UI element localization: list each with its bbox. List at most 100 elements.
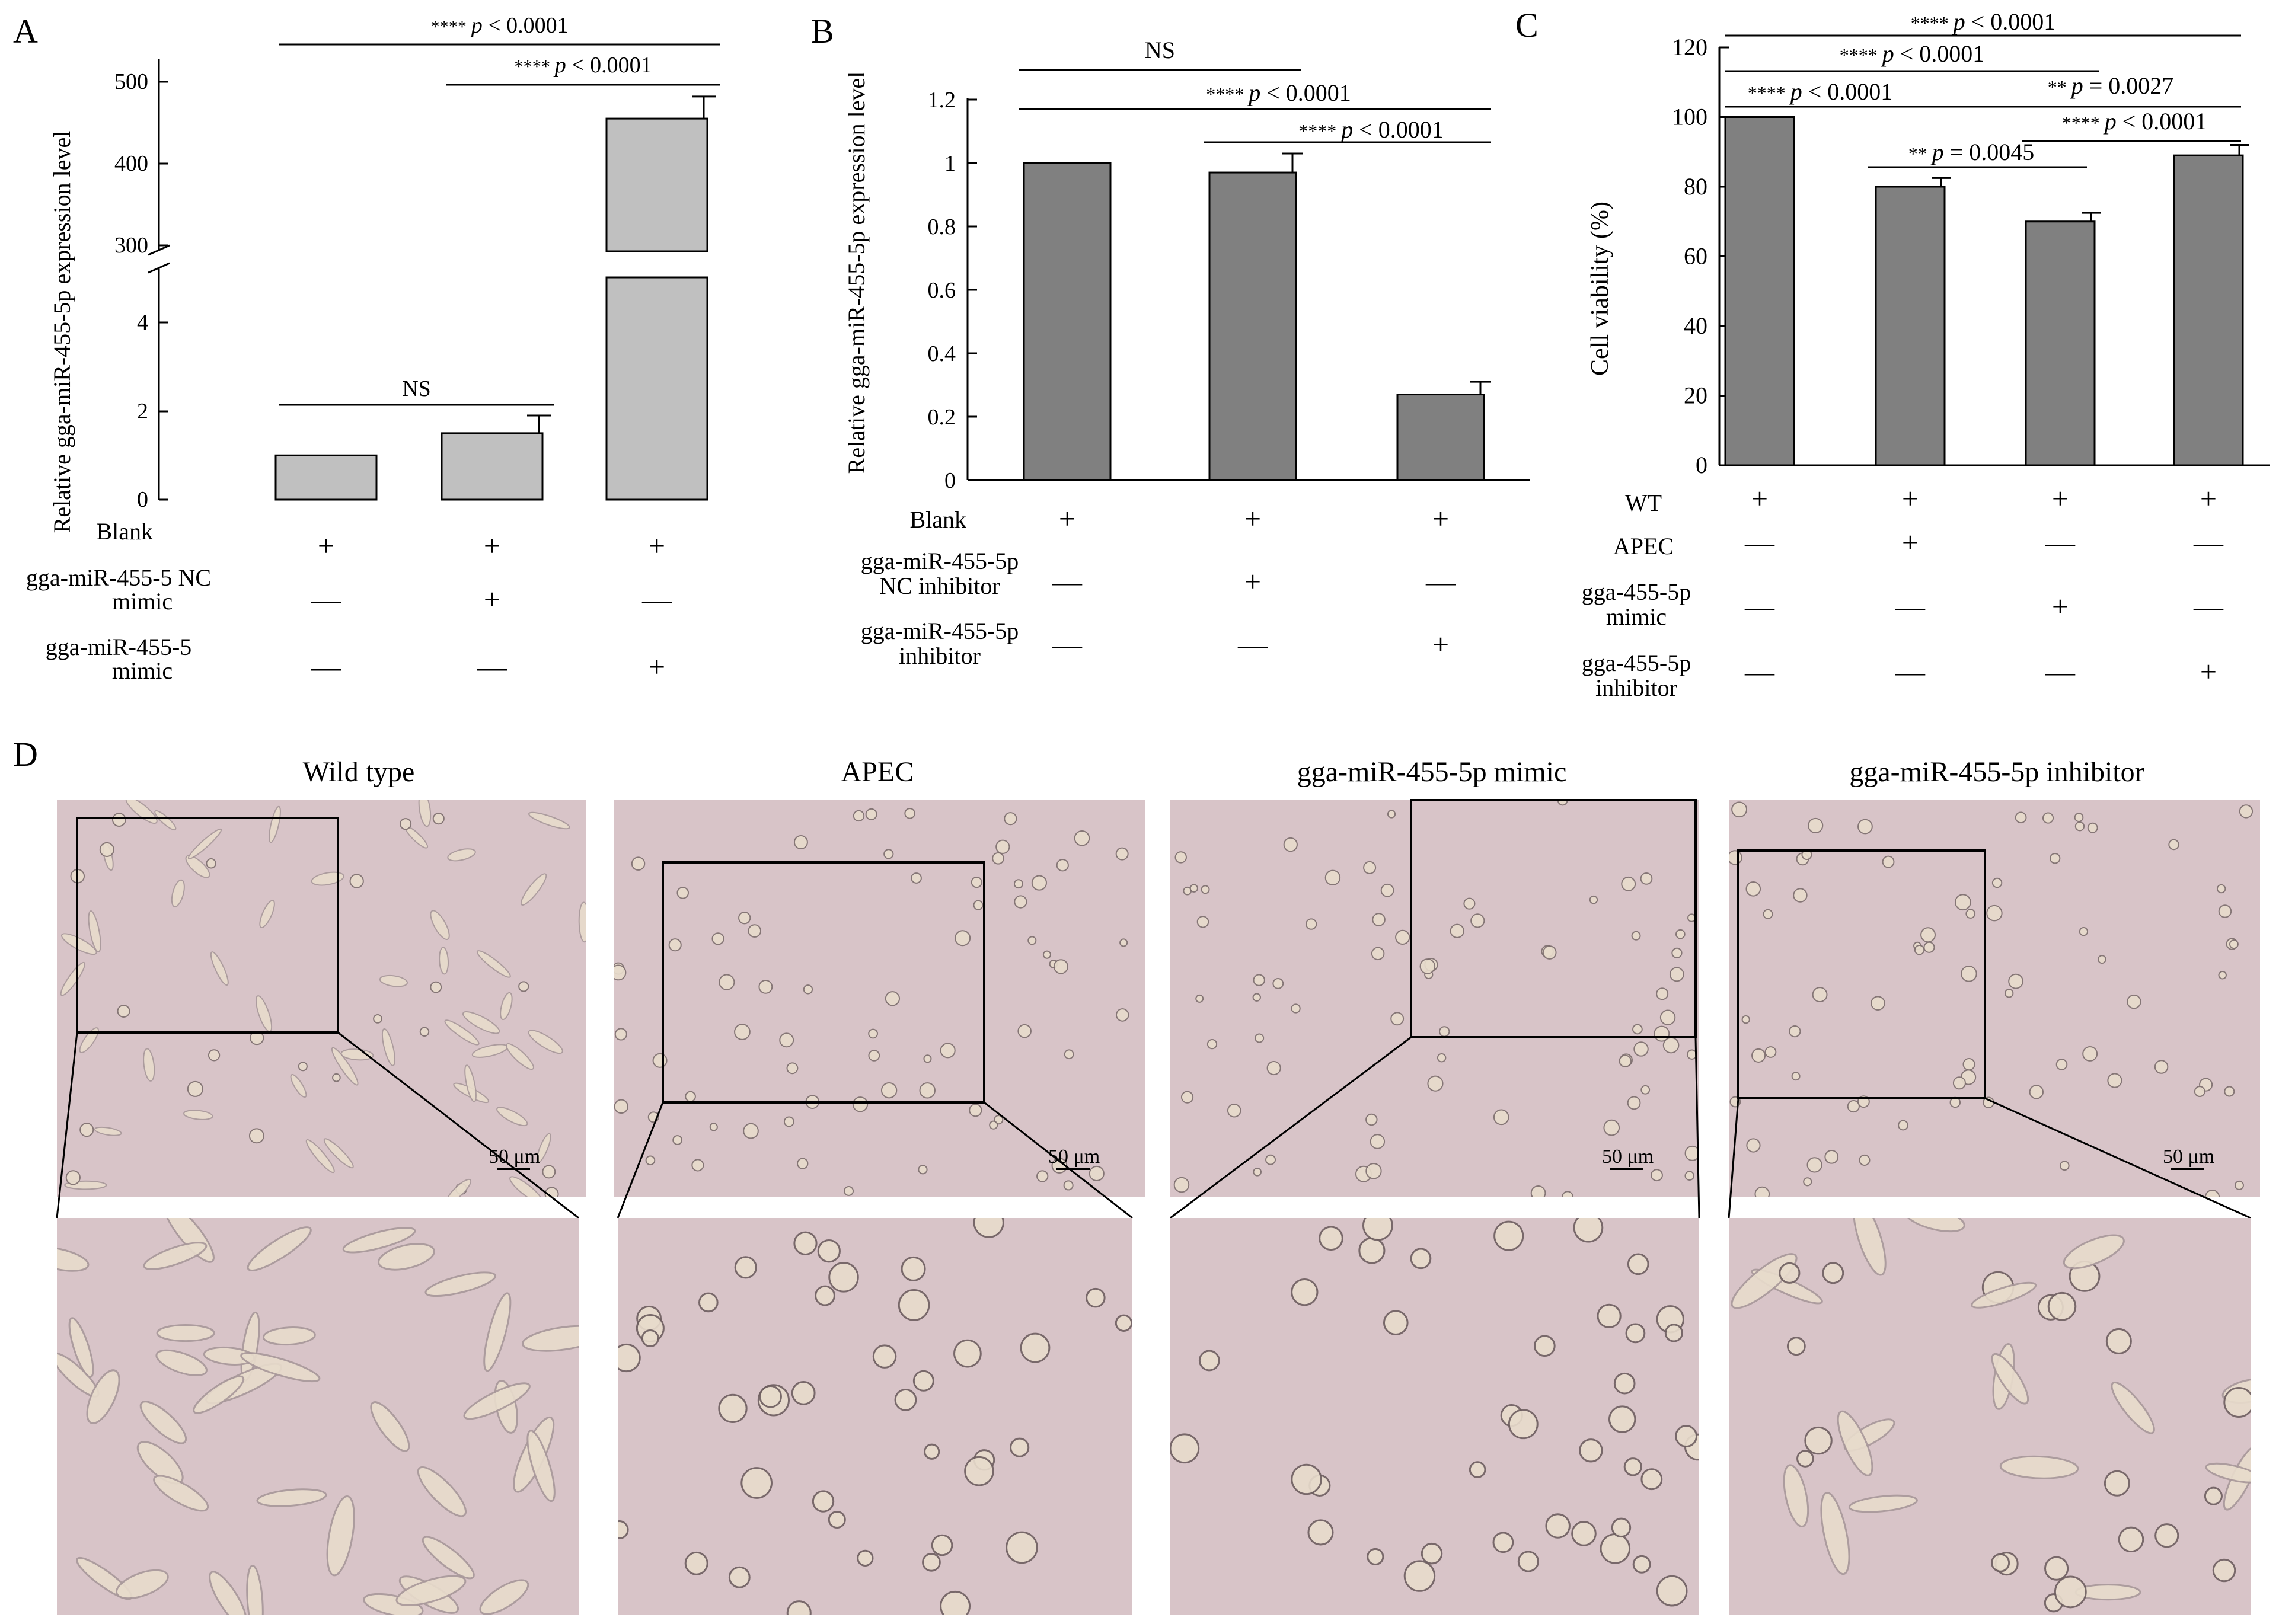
cell-shape: [1395, 929, 1410, 945]
cell-shape: [1056, 859, 1069, 872]
chart-a-bar: [274, 454, 378, 501]
cell-shape: [901, 1256, 926, 1281]
cell-shape: [240, 1352, 321, 1383]
cell-shape: [973, 900, 984, 910]
cell-shape: [464, 1064, 477, 1102]
cell-shape: [143, 1048, 155, 1082]
cell-shape: [446, 1178, 472, 1197]
cell-shape: [1600, 1533, 1631, 1564]
chart-b-row-label: inhibitor: [899, 642, 981, 669]
cell-shape: [298, 1062, 308, 1072]
cell-shape: [1848, 1494, 1918, 1513]
cell-shape: [2218, 971, 2227, 980]
chart-b-treatment-mark: —: [1425, 565, 1456, 598]
chart-a-treatment-mark: +: [318, 529, 334, 562]
panel-letter-c: C: [1515, 6, 1539, 44]
cell-shape: [2074, 813, 2084, 822]
cell-shape: [1597, 1303, 1622, 1328]
cell-shape: [1042, 950, 1052, 959]
cell-shape: [853, 810, 865, 822]
cell-shape: [447, 848, 476, 862]
cell-shape: [88, 910, 101, 952]
cell-shape: [1006, 1531, 1038, 1564]
cell-shape: [1783, 1464, 1809, 1528]
cell-shape: [1530, 1185, 1546, 1197]
chart-a-axis-break-2: [148, 262, 170, 274]
chart-a-ytick-label: 400: [114, 151, 148, 176]
cell-shape: [1731, 1253, 1798, 1309]
chart-c-treatment-mark: —: [2193, 590, 2224, 623]
cell-shape: [476, 950, 511, 978]
chart-c-treatment-mark: —: [1895, 590, 1926, 623]
micrograph-overview: [57, 800, 586, 1197]
cell-shape: [1991, 1553, 2010, 1572]
cell-shape: [872, 1344, 897, 1369]
cell-shape: [1027, 936, 1037, 945]
cell-shape: [1265, 1154, 1276, 1165]
cell-shape: [496, 1107, 528, 1127]
chart-c-comparison-label: **** p < 0.0001: [1911, 8, 2056, 35]
panel-letter-b: B: [811, 12, 834, 50]
cell-shape: [698, 1292, 719, 1313]
cell-shape: [156, 1324, 215, 1342]
chart-b-treatment-mark: —: [1052, 628, 1083, 661]
cell-shape: [797, 1158, 809, 1169]
chart-b-treatment-mark: +: [1432, 502, 1449, 535]
chart-a-row-label: mimic: [112, 588, 173, 615]
cell-shape: [1654, 1025, 1670, 1042]
cell-shape: [1763, 909, 1773, 919]
chart-c-comparison-label: **** p < 0.0001: [1840, 40, 1985, 67]
chart-b-comparison-label: **** p < 0.0001: [1206, 79, 1351, 106]
cell-shape: [743, 1123, 759, 1139]
cell-shape: [1746, 1138, 1761, 1153]
cell-shape: [1031, 875, 1047, 891]
cell-shape: [2055, 1059, 2068, 1070]
scale-bar-label: 50 μm: [489, 1146, 540, 1168]
cell-shape: [1991, 1353, 2029, 1405]
chart-a-treatment-mark: —: [311, 583, 341, 616]
cell-shape: [1796, 1450, 1814, 1468]
cell-shape: [418, 800, 432, 827]
chart-a-treatment-mark: —: [311, 650, 341, 683]
cell-shape: [1619, 1054, 1632, 1067]
cell-shape: [1633, 1041, 1649, 1057]
cell-shape: [1115, 1008, 1129, 1022]
cell-shape: [2205, 1462, 2251, 1484]
cell-shape: [1745, 881, 1761, 897]
cell-shape: [2154, 1523, 2179, 1548]
cell-shape: [2168, 839, 2179, 851]
cell-shape: [2216, 884, 2226, 894]
cell-shape: [1253, 974, 1265, 986]
cell-shape: [1952, 1076, 1966, 1090]
chart-c-row-label: gga-455-5p: [1582, 578, 1691, 605]
cell-shape: [2063, 1234, 2125, 1270]
cell-shape: [2223, 1387, 2251, 1418]
cell-shape: [111, 813, 126, 827]
chart-c-ytick-label: 40: [1684, 312, 1707, 339]
cell-shape: [2082, 1046, 2098, 1062]
chart-a-comparison-label: **** p < 0.0001: [514, 53, 652, 78]
cell-shape: [2224, 1086, 2235, 1097]
chart-c-row-label: WT: [1625, 490, 1662, 516]
cell-shape: [2111, 1381, 2155, 1434]
cell-shape: [1640, 1085, 1651, 1095]
cell-shape: [1365, 1163, 1382, 1179]
cell-shape: [672, 1135, 682, 1145]
micrograph-overview: [1170, 800, 1699, 1197]
cell-shape: [2107, 1073, 2122, 1088]
cell-shape: [1319, 1226, 1343, 1251]
cell-shape: [779, 1032, 794, 1048]
cell-shape: [828, 1510, 846, 1529]
cell-shape: [1687, 913, 1696, 922]
cell-shape: [1410, 1248, 1432, 1270]
cell-shape: [2105, 1328, 2132, 1354]
cell-shape: [578, 901, 586, 943]
cell-shape: [709, 1123, 718, 1131]
cell-shape: [1603, 1119, 1620, 1136]
chart-a-row-label: Blank: [96, 518, 153, 545]
chart-c-comparison-label: ** p = 0.0045: [1908, 139, 2035, 165]
cell-shape: [1627, 1253, 1649, 1275]
chart-c-treatment-mark: —: [1744, 655, 1775, 688]
cell-shape: [2044, 1556, 2069, 1581]
cell-shape: [2104, 1470, 2130, 1497]
